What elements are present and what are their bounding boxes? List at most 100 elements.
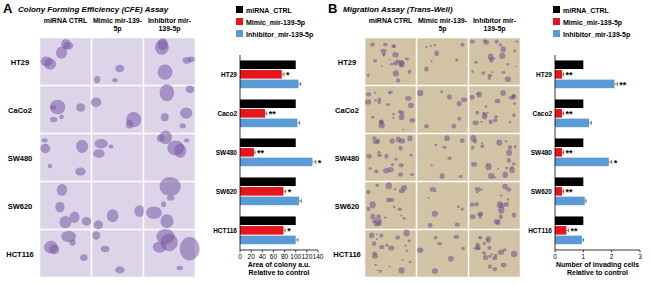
legend-swatch	[236, 6, 243, 13]
micrograph-texture	[374, 92, 376, 94]
micrograph-texture	[392, 52, 398, 57]
micrograph-texture	[180, 107, 192, 118]
row-label: CaCo2	[8, 106, 32, 115]
micrograph-texture	[479, 236, 482, 239]
micrograph-texture	[493, 57, 495, 59]
micrograph-texture	[366, 154, 371, 159]
micrograph-texture	[115, 266, 124, 273]
micrograph-texture	[92, 231, 100, 240]
micrograph-texture	[180, 123, 186, 128]
micrograph-texture	[386, 103, 390, 106]
micrograph-texture	[417, 90, 423, 96]
bar	[555, 119, 589, 128]
micrograph-texture	[379, 270, 382, 273]
micrograph-texture	[474, 61, 478, 64]
micrograph-texture	[161, 113, 169, 121]
micrograph	[92, 182, 143, 229]
micrograph-texture	[390, 63, 393, 65]
micrograph	[469, 230, 520, 277]
micrograph-texture	[488, 54, 494, 60]
micrograph-texture	[94, 220, 103, 229]
micrograph-texture	[506, 63, 509, 66]
micrograph-texture	[476, 192, 478, 194]
micrograph	[92, 86, 143, 133]
micrograph-texture	[107, 209, 119, 222]
micrograph-texture	[405, 58, 409, 61]
micrograph-texture	[498, 220, 500, 222]
row-label: HCT116	[333, 250, 361, 259]
micrograph-texture	[101, 246, 110, 252]
bar	[240, 99, 296, 108]
micrograph-texture	[487, 246, 491, 250]
micrograph-texture	[484, 40, 489, 45]
micrograph-texture	[480, 121, 482, 123]
micrograph-texture	[473, 121, 479, 126]
significance-mark: **	[566, 70, 574, 80]
micrograph-texture	[432, 211, 438, 217]
micrograph-texture	[444, 135, 450, 141]
annotations: HT29*Caco2**SW480***SW620*HCT116*	[213, 70, 322, 236]
x-tick-label: 140	[313, 253, 324, 260]
bar	[240, 80, 299, 89]
micrograph-texture	[455, 223, 460, 227]
micrograph-texture	[471, 135, 477, 142]
error-cap	[568, 228, 569, 232]
micrograph-texture	[506, 149, 512, 155]
micrograph-texture	[505, 77, 511, 82]
column-header: Mimic mir-139-5p	[417, 17, 468, 33]
micrograph	[469, 86, 520, 133]
micrograph-texture	[404, 245, 406, 247]
error-cap	[266, 111, 267, 115]
legend-label: miRNA_CTRL	[246, 7, 293, 14]
micrograph-texture	[50, 117, 57, 122]
micrograph-texture	[94, 76, 100, 83]
micrograph-texture	[461, 98, 467, 103]
error-bar	[312, 161, 315, 162]
micrograph	[92, 38, 143, 85]
micrograph-texture	[470, 202, 475, 206]
micrograph-texture	[55, 202, 64, 213]
micrograph-texture	[399, 188, 405, 193]
significance-mark: *	[614, 158, 618, 168]
micrograph-texture	[394, 188, 397, 190]
micrograph-texture	[383, 54, 385, 57]
micrograph-texture	[470, 40, 475, 44]
panel-letter: B	[328, 1, 337, 16]
micrograph-texture	[396, 78, 400, 82]
page: {"chart_data": [ {"type": "bar", "orient…	[0, 0, 650, 284]
bar	[555, 187, 562, 196]
micrograph	[40, 230, 91, 277]
micrograph-texture	[76, 140, 88, 153]
micrograph-texture	[167, 195, 175, 200]
micrograph-texture	[496, 140, 502, 146]
category-label: HT29	[221, 71, 237, 78]
micrograph-texture	[44, 58, 56, 69]
category-label: Caco2	[532, 110, 552, 117]
micrograph-texture	[432, 268, 438, 274]
micrograph-texture	[481, 71, 485, 74]
micrograph-texture	[367, 207, 371, 211]
error-cap	[583, 238, 584, 242]
micrograph-texture	[470, 95, 475, 100]
micrograph-texture	[399, 146, 403, 151]
micrograph-texture	[75, 168, 85, 176]
bars	[240, 60, 316, 244]
micrograph-texture	[386, 182, 392, 189]
micrograph-texture	[514, 145, 517, 148]
significance-mark: **	[566, 187, 574, 197]
micrograph-texture	[492, 267, 497, 271]
micrograph-texture	[408, 240, 411, 243]
micrograph-texture	[430, 187, 436, 192]
micrograph-texture	[401, 259, 403, 261]
micrograph-texture	[484, 114, 487, 117]
micrograph-texture	[49, 245, 59, 254]
error-cap	[301, 199, 302, 203]
micrograph-texture	[437, 242, 442, 246]
legend-swatch	[236, 30, 243, 37]
micrograph-texture	[126, 112, 141, 127]
micrograph-texture	[160, 214, 173, 228]
micrograph-texture	[57, 184, 67, 196]
micrograph-texture	[471, 146, 475, 150]
micrograph-texture	[400, 214, 402, 216]
micrograph-texture	[383, 43, 388, 47]
